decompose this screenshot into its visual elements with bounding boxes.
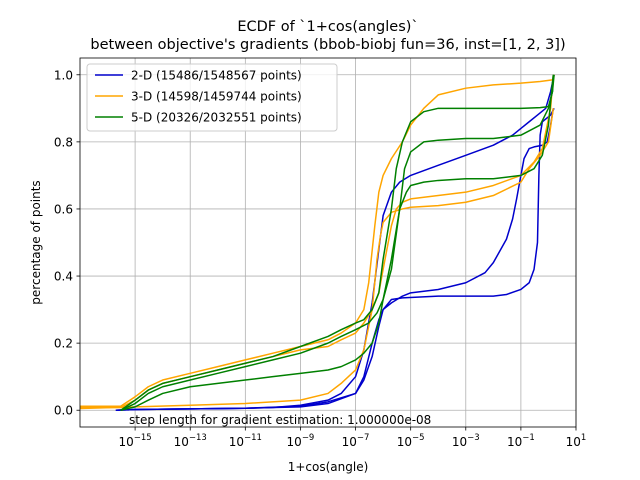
series-lines xyxy=(79,74,555,411)
x-axis-label: 1+cos(angle) xyxy=(288,460,369,474)
x-tick-label: 10−3 xyxy=(452,433,480,449)
series-2-curve-3 xyxy=(79,108,555,410)
plot-frame xyxy=(79,57,577,428)
x-tick-label: 10−7 xyxy=(342,433,370,449)
x-tick-label: 101 xyxy=(566,433,587,449)
y-tick-label: 0.0 xyxy=(54,404,73,418)
series-3-curve-3 xyxy=(120,74,555,411)
x-tick-label: 10−5 xyxy=(397,433,425,449)
series-3 xyxy=(120,74,555,411)
y-tick-label: 0.4 xyxy=(54,270,73,284)
chart-title-line1: ECDF of `1+cos(angles)` xyxy=(237,19,418,35)
x-tick-label: 10−9 xyxy=(287,433,315,449)
series-1-curve-3 xyxy=(115,107,555,411)
x-axis-ticks: 10−15 10−13 10−11 10−9 10−7 10−5 10−3 10−1 101 xyxy=(118,427,586,449)
series-3-curve-2 xyxy=(120,74,555,411)
legend-label-5d: 5-D (20326/2032551 points) xyxy=(131,111,302,125)
y-tick-label: 0.6 xyxy=(54,202,73,216)
x-tick-label: 10−13 xyxy=(174,433,207,449)
legend-label-3d: 3-D (14598/1459744 points) xyxy=(131,90,302,104)
y-tick-label: 0.8 xyxy=(54,135,73,149)
y-axis-label: percentage of points xyxy=(29,180,43,304)
chart-title-line2: between objective's gradients (bbob-biob… xyxy=(90,37,565,53)
legend: 2-D (15486/1548567 points) 3-D (14598/14… xyxy=(86,63,338,132)
step-length-annotation: step length for gradient estimation: 1.0… xyxy=(129,413,431,427)
series-3-curve-1 xyxy=(120,74,555,411)
x-tick-label: 10−1 xyxy=(507,433,535,449)
y-tick-label: 0.2 xyxy=(54,337,73,351)
y-axis-ticks: 0.0 0.2 0.4 0.6 0.8 1.0 xyxy=(54,68,80,418)
series-1 xyxy=(115,74,555,411)
legend-label-2d: 2-D (15486/1548567 points) xyxy=(131,69,302,83)
series-1-curve-2 xyxy=(115,108,555,411)
y-tick-label: 1.0 xyxy=(54,68,73,82)
legend-box xyxy=(86,63,338,132)
x-tick-label: 10−15 xyxy=(118,433,151,449)
series-2-curve-1 xyxy=(80,74,555,407)
x-tick-label: 10−11 xyxy=(229,433,262,449)
